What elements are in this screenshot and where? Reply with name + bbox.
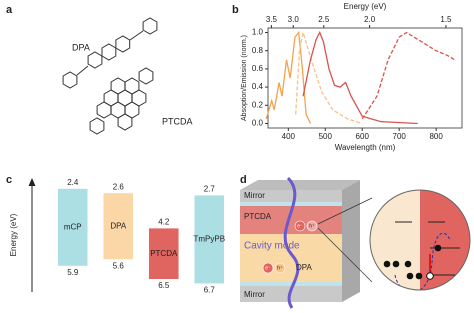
ring [117,113,133,131]
bottom-label: 5.6 [113,261,125,270]
ring [142,17,158,35]
spectrum-line [265,30,312,124]
top-label: 2.6 [113,182,125,191]
ring [110,77,126,95]
layer-label: PTCDA [244,212,272,221]
panel-label: a [6,4,13,16]
ring [96,101,112,119]
x-tick-label: 800 [429,132,443,141]
x-tick-label: 500 [319,132,333,141]
layer-label: Cavity mode [244,241,300,252]
bond [76,65,89,76]
bar-name: TmPyPB [193,235,225,244]
x-tick-label: 700 [393,132,407,141]
x2-tick-label: 2.5 [318,15,330,24]
x2-axis-label: Energy (eV) [344,2,387,11]
arrow-head [28,178,36,186]
x-tick-label: 400 [282,132,296,141]
spectrum-line [295,32,363,125]
x2-tick-label: 3.5 [266,15,278,24]
plot-frame [267,27,463,129]
bar-name: PTCDA [150,249,178,258]
layer-label: Mirror [244,191,265,200]
energy-bar [194,195,225,284]
spectrum-line [361,31,455,120]
hole-label: h⁺ [277,265,283,271]
x-axis-label: Wavelength (nm) [335,143,396,152]
electron-label: e⁻ [297,223,303,229]
y-tick-label: 0.4 [252,82,264,91]
electron-label: e⁻ [265,265,271,271]
layer-label: Mirror [244,290,265,299]
x2-tick-label: 2.0 [364,15,376,24]
hole-label: h⁺ [309,223,315,229]
bond [129,30,144,41]
bottom-label: 6.5 [158,281,170,290]
panel-label: c [6,174,12,186]
x2-tick-label: 3.0 [288,15,300,24]
panel-label: d [240,174,247,186]
energy-bar [103,193,134,260]
y-tick-label: 0.6 [252,64,264,73]
y-tick-label: 0.8 [252,46,264,55]
top-label: 4.2 [158,218,170,227]
spectrum-line [302,30,418,125]
cavity-diagram [240,176,471,309]
ring [124,77,140,95]
top-label: 2.4 [67,178,79,187]
ring [62,71,78,89]
ring [89,117,105,135]
y-tick-label: 0.2 [252,100,264,109]
y-tick-label: 0.0 [252,119,264,128]
y-axis-label: Absoption/Emission (norm.) [241,35,248,121]
energy-bar [57,188,88,266]
y-axis-label: Energy (eV) [9,213,18,256]
x-tick-label: 600 [356,132,370,141]
x2-tick-label: 1.5 [440,15,452,24]
panel-label: b [232,4,239,16]
y-tick-label: 1.0 [252,28,264,37]
molecule-name: DPA [72,42,90,52]
molecule-drawings [62,17,158,135]
molecule-name: PTCDA [162,116,193,126]
ring [101,43,117,61]
top-label: 2.7 [204,185,216,194]
ring [115,35,131,53]
layer-label: DPA [296,263,313,272]
bar-name: mCP [64,222,82,231]
bottom-label: 5.9 [67,268,79,277]
energy-bar [148,228,179,279]
ring [138,67,154,85]
bottom-label: 6.7 [204,286,216,295]
bar-name: DPA [110,221,127,230]
ring [87,51,103,69]
